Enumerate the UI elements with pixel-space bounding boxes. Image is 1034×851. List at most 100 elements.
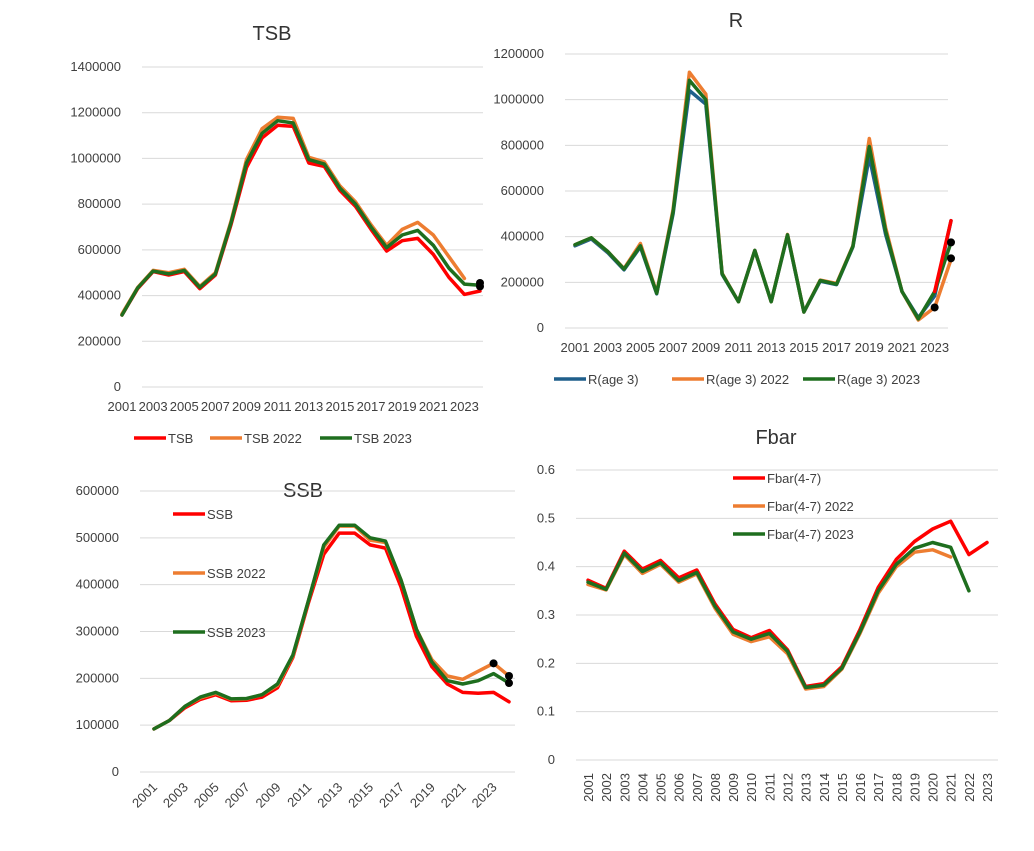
y-tick-label: 0.1 bbox=[537, 704, 555, 719]
y-tick-label: 0.6 bbox=[537, 462, 555, 477]
x-tick-label: 2011 bbox=[264, 399, 292, 414]
y-tick-label: 800000 bbox=[78, 196, 121, 211]
series-line-tsb-2023 bbox=[120, 118, 482, 317]
legend-label: SSB 2022 bbox=[207, 566, 266, 581]
x-tick-label: 2021 bbox=[438, 780, 469, 811]
x-tick-label: 2009 bbox=[232, 399, 261, 414]
x-tick-label: 2008 bbox=[708, 773, 723, 802]
x-tick-label: 2016 bbox=[853, 773, 868, 802]
x-tick-label: 2023 bbox=[469, 780, 500, 811]
y-tick-label: 0.5 bbox=[537, 510, 555, 525]
y-tick-label: 0.2 bbox=[537, 655, 555, 670]
y-tick-label: 1000000 bbox=[70, 150, 121, 165]
x-tick-label: 2005 bbox=[626, 340, 655, 355]
x-tick-label: 2013 bbox=[799, 773, 814, 802]
fbar-chart: Fbar 0 0.1 0.2 0.3 0.4 0.5 0.6 2001 2002 2003 2004 2… bbox=[537, 427, 998, 802]
x-tick-label: 2021 bbox=[887, 340, 916, 355]
legend-label: TSB bbox=[168, 431, 193, 446]
x-tick-label: 2003 bbox=[593, 340, 622, 355]
data-point-marker bbox=[476, 279, 484, 287]
y-tick-label: 200000 bbox=[78, 333, 121, 348]
legend-item: Fbar(4-7) bbox=[733, 471, 821, 486]
x-tick-label: 2019 bbox=[907, 773, 922, 802]
series-line-ssb-2023 bbox=[152, 523, 511, 731]
x-tick-label: 2013 bbox=[314, 780, 345, 811]
x-tick-label: 2005 bbox=[191, 780, 222, 811]
y-tick-label: 600000 bbox=[501, 183, 544, 198]
legend-label: TSB 2023 bbox=[354, 431, 412, 446]
x-tick-label: 2007 bbox=[690, 773, 705, 802]
legend-label: SSB bbox=[207, 507, 233, 522]
y-tick-label: 0 bbox=[548, 752, 555, 767]
x-tick-label: 2020 bbox=[926, 773, 941, 802]
x-tick-label: 2011 bbox=[724, 340, 752, 355]
series-line-r-age-3 bbox=[573, 88, 953, 320]
y-tick-label: 0 bbox=[112, 764, 119, 779]
x-tick-label: 2013 bbox=[757, 340, 786, 355]
legend-item: R(age 3) bbox=[554, 372, 639, 387]
x-tick-label: 2013 bbox=[294, 399, 323, 414]
legend-item: R(age 3) 2023 bbox=[803, 372, 920, 387]
series-line-tsb-2022 bbox=[120, 115, 467, 316]
y-tick-label: 300000 bbox=[76, 624, 119, 639]
legend-item: SSB 2022 bbox=[173, 566, 266, 581]
y-tick-label: 100000 bbox=[76, 717, 119, 732]
x-tick-label: 2010 bbox=[744, 773, 759, 802]
y-tick-label: 1400000 bbox=[70, 59, 121, 74]
y-tick-label: 400000 bbox=[76, 577, 119, 592]
series-line-r bbox=[932, 218, 953, 294]
y-tick-label: 800000 bbox=[501, 137, 544, 152]
y-tick-label: 0 bbox=[537, 320, 544, 335]
x-tick-label: 2017 bbox=[376, 780, 407, 811]
x-tick-label: 2011 bbox=[762, 773, 777, 801]
x-tick-label: 2001 bbox=[108, 399, 137, 414]
legend-item: Fbar(4-7) 2022 bbox=[733, 499, 854, 514]
x-tick-label: 2001 bbox=[581, 773, 596, 802]
legend-item: SSB 2023 bbox=[173, 625, 266, 640]
legend-item: SSB bbox=[173, 507, 233, 522]
chart-title: TSB bbox=[253, 23, 292, 45]
x-tick-label: 2003 bbox=[139, 399, 168, 414]
legend-label: R(age 3) 2023 bbox=[837, 372, 920, 387]
legend-item: TSB 2023 bbox=[320, 431, 412, 446]
y-tick-label: 200000 bbox=[501, 274, 544, 289]
x-tick-label: 2022 bbox=[962, 773, 977, 802]
x-tick-label: 2023 bbox=[980, 773, 995, 802]
x-tick-label: 2021 bbox=[944, 773, 959, 802]
x-tick-label: 2006 bbox=[672, 773, 687, 802]
x-tick-label: 2023 bbox=[450, 399, 479, 414]
legend-item: TSB 2022 bbox=[210, 431, 302, 446]
y-tick-label: 1200000 bbox=[493, 46, 544, 61]
legend-label: TSB 2022 bbox=[244, 431, 302, 446]
data-point-marker bbox=[489, 659, 498, 668]
legend-label: SSB 2023 bbox=[207, 625, 266, 640]
x-tick-label: 2015 bbox=[345, 780, 376, 811]
x-tick-label: 2011 bbox=[284, 780, 314, 810]
legend-label: Fbar(4-7) bbox=[767, 471, 821, 486]
y-tick-label: 400000 bbox=[501, 229, 544, 244]
x-tick-label: 2015 bbox=[835, 773, 850, 802]
y-tick-label: 1000000 bbox=[493, 92, 544, 107]
ssb-chart: SSB 0 100000 200000 300000 400000 500000 600000… bbox=[76, 480, 515, 811]
data-point-marker bbox=[505, 671, 513, 680]
y-tick-label: 400000 bbox=[78, 288, 121, 303]
legend-label: Fbar(4-7) 2022 bbox=[767, 499, 854, 514]
x-tick-label: 2019 bbox=[407, 780, 438, 811]
data-point-marker bbox=[505, 679, 513, 688]
x-tick-label: 2017 bbox=[822, 340, 851, 355]
x-tick-label: 2003 bbox=[617, 773, 632, 802]
chart-title: R bbox=[729, 10, 743, 32]
data-point-marker bbox=[947, 238, 955, 247]
x-tick-label: 2001 bbox=[129, 780, 160, 811]
legend-item: R(age 3) 2022 bbox=[672, 372, 789, 387]
tsb-chart: TSB 0 200000 400000 600000 800000 1000000 12000… bbox=[70, 23, 484, 446]
legend-item: Fbar(4-7) 2023 bbox=[733, 527, 854, 542]
legend-label: R(age 3) bbox=[588, 372, 639, 387]
r-chart: R 0 200000 400000 600000 800000 1000000 1200000… bbox=[493, 10, 955, 387]
legend-item: TSB bbox=[134, 431, 193, 446]
x-tick-label: 2007 bbox=[201, 399, 230, 414]
x-tick-label: 2019 bbox=[855, 340, 884, 355]
series-line-r-age-3-2022 bbox=[573, 70, 953, 322]
x-tick-label: 2021 bbox=[419, 399, 448, 414]
